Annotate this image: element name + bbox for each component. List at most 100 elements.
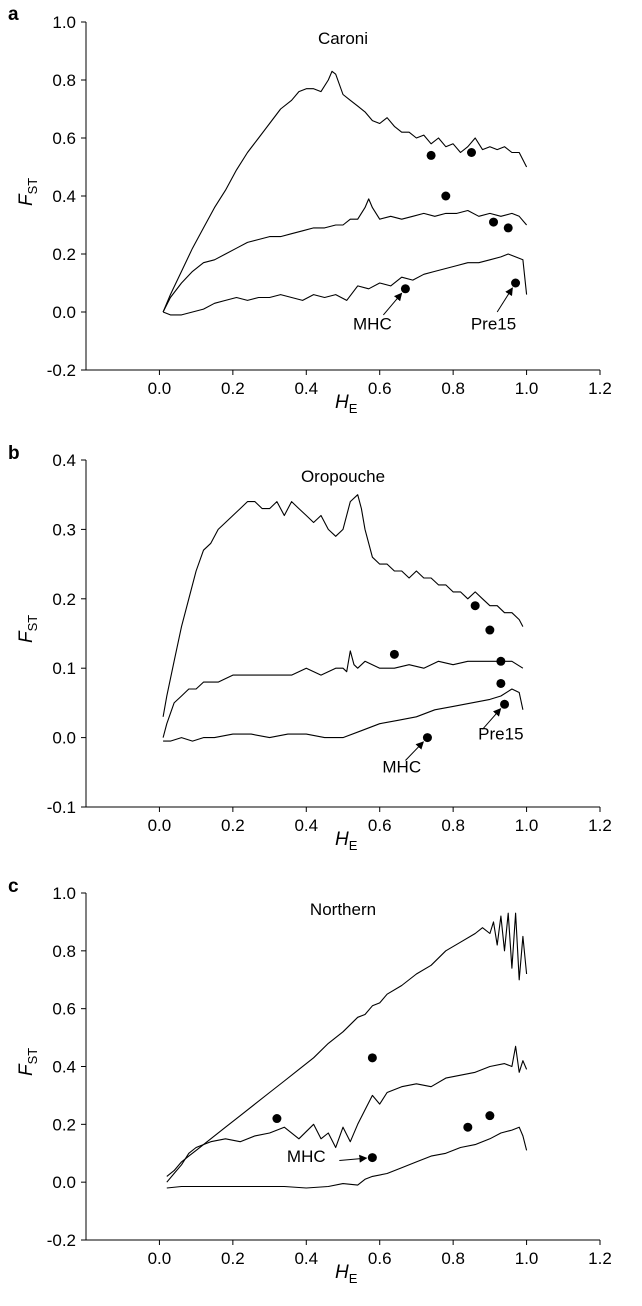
x-tick-label: 1.2 (588, 379, 612, 398)
y-tick-label: 0.4 (52, 187, 76, 206)
y-tick-label: 0.6 (52, 1000, 76, 1019)
x-tick-label: 0.0 (148, 379, 172, 398)
annotation-arrow (482, 708, 502, 730)
x-tick-label: 0.4 (294, 816, 318, 835)
data-point (426, 150, 436, 160)
x-tick-label: 0.6 (368, 379, 392, 398)
series-line-median (162, 650, 524, 738)
x-tick-label: 0.0 (148, 1249, 172, 1268)
annotation-label: MHC (382, 757, 421, 776)
series-line-median (166, 1045, 528, 1183)
annotation-arrow (383, 292, 403, 316)
x-axis-label-sub: E (349, 1271, 358, 1286)
annotation-label: MHC (353, 314, 392, 333)
x-tick-label: 0.6 (368, 1249, 392, 1268)
y-tick-label: 0.3 (52, 520, 76, 539)
series-line-upper (166, 912, 528, 1177)
y-axis-label-main: F (16, 193, 37, 206)
x-axis-label-main: H (335, 392, 349, 413)
x-axis-label: HE (335, 392, 358, 416)
x-tick-label: 0.2 (221, 816, 245, 835)
data-point (496, 678, 506, 688)
y-axis-label: FST (16, 1048, 40, 1076)
y-tick-label: 0.6 (52, 129, 76, 148)
series-line-lower (163, 688, 524, 742)
data-point (496, 656, 506, 666)
data-point (400, 284, 410, 294)
x-tick-label: 0.8 (441, 1249, 465, 1268)
y-axis-label-sub: ST (25, 615, 40, 632)
y-tick-label: -0.2 (47, 361, 76, 380)
x-tick-label: 0.8 (441, 816, 465, 835)
data-point (422, 733, 432, 743)
x-tick-label: 0.4 (294, 1249, 318, 1268)
y-axis-label-main: F (16, 630, 37, 643)
chart-title: Caroni (318, 29, 368, 48)
y-tick-label: -0.2 (47, 1231, 76, 1250)
annotation-arrow (496, 287, 513, 313)
panel-a: -0.2 0.0 0.2 0.4 0.6 0.8 1.0 0.0 0.2 0.4 0.6 0.8 1.0… (8, 4, 612, 416)
data-point (503, 223, 513, 233)
x-tick-label: 0.8 (441, 379, 465, 398)
panel-label: b (8, 443, 20, 464)
x-tick-label: 1.2 (588, 816, 612, 835)
data-point (389, 649, 399, 659)
panel-b: -0.1 0.0 0.1 0.2 0.3 0.4 0.0 0.2 0.4 0.6 0.8 1.0 1.2… (8, 443, 612, 853)
y-axis-label-sub: ST (25, 178, 40, 195)
chart-title: Northern (310, 900, 376, 919)
series-line-upper (162, 494, 524, 717)
data-point (467, 148, 476, 157)
y-tick-label: 0.2 (52, 590, 76, 609)
y-tick-label: 0.0 (52, 303, 76, 322)
y-tick-label: 0.4 (52, 1058, 76, 1077)
y-tick-label: 0.0 (52, 1173, 76, 1192)
annotation-arrow (405, 741, 424, 761)
x-tick-label: 1.0 (515, 1249, 539, 1268)
series-line-lower (166, 1126, 528, 1189)
x-tick-label: 1.0 (515, 816, 539, 835)
data-point (500, 699, 510, 709)
panel-label: a (8, 4, 19, 25)
y-tick-label: -0.1 (47, 798, 76, 817)
data-point (272, 1114, 282, 1124)
x-axis-label-sub: E (349, 838, 358, 853)
y-axis-label-sub: ST (25, 1048, 40, 1065)
data-point (485, 625, 495, 635)
data-point (489, 217, 499, 227)
data-point (470, 601, 480, 611)
series-line-lower (162, 253, 528, 316)
x-tick-label: 0.2 (221, 1249, 245, 1268)
data-point (367, 1153, 377, 1163)
data-point (367, 1053, 377, 1063)
x-tick-label: 1.2 (588, 1249, 612, 1268)
y-tick-label: 0.8 (52, 942, 76, 961)
annotation-arrow (339, 1154, 368, 1163)
data-point (485, 1111, 495, 1121)
annotation-label: Pre15 (471, 314, 516, 333)
y-axis-label-main: F (16, 1063, 37, 1076)
x-tick-label: 0.0 (148, 816, 172, 835)
y-axis-label: FST (16, 178, 40, 206)
x-axis-label: HE (335, 1262, 358, 1286)
x-axis-label-main: H (335, 829, 349, 850)
x-tick-label: 0.4 (294, 379, 318, 398)
data-point (511, 278, 521, 288)
x-tick-label: 1.0 (515, 379, 539, 398)
y-tick-label: 0.2 (52, 1115, 76, 1134)
x-axis-label-sub: E (349, 401, 358, 416)
data-point (441, 191, 451, 201)
y-tick-label: 0.4 (52, 451, 76, 470)
x-axis-label: HE (335, 829, 358, 853)
series-line-median (162, 198, 528, 313)
x-tick-label: 0.2 (221, 379, 245, 398)
y-tick-label: 1.0 (52, 13, 76, 32)
x-axis-label-main: H (335, 1262, 349, 1283)
panel-c: -0.2 0.0 0.2 0.4 0.6 0.8 1.0 0.0 0.2 0.4 0.6 0.8 1.0… (8, 876, 612, 1286)
annotation-label: MHC (287, 1147, 326, 1166)
y-tick-label: 1.0 (52, 884, 76, 903)
annotation-label: Pre15 (478, 725, 523, 744)
x-tick-label: 0.6 (368, 816, 392, 835)
y-tick-label: 0.1 (52, 659, 76, 678)
